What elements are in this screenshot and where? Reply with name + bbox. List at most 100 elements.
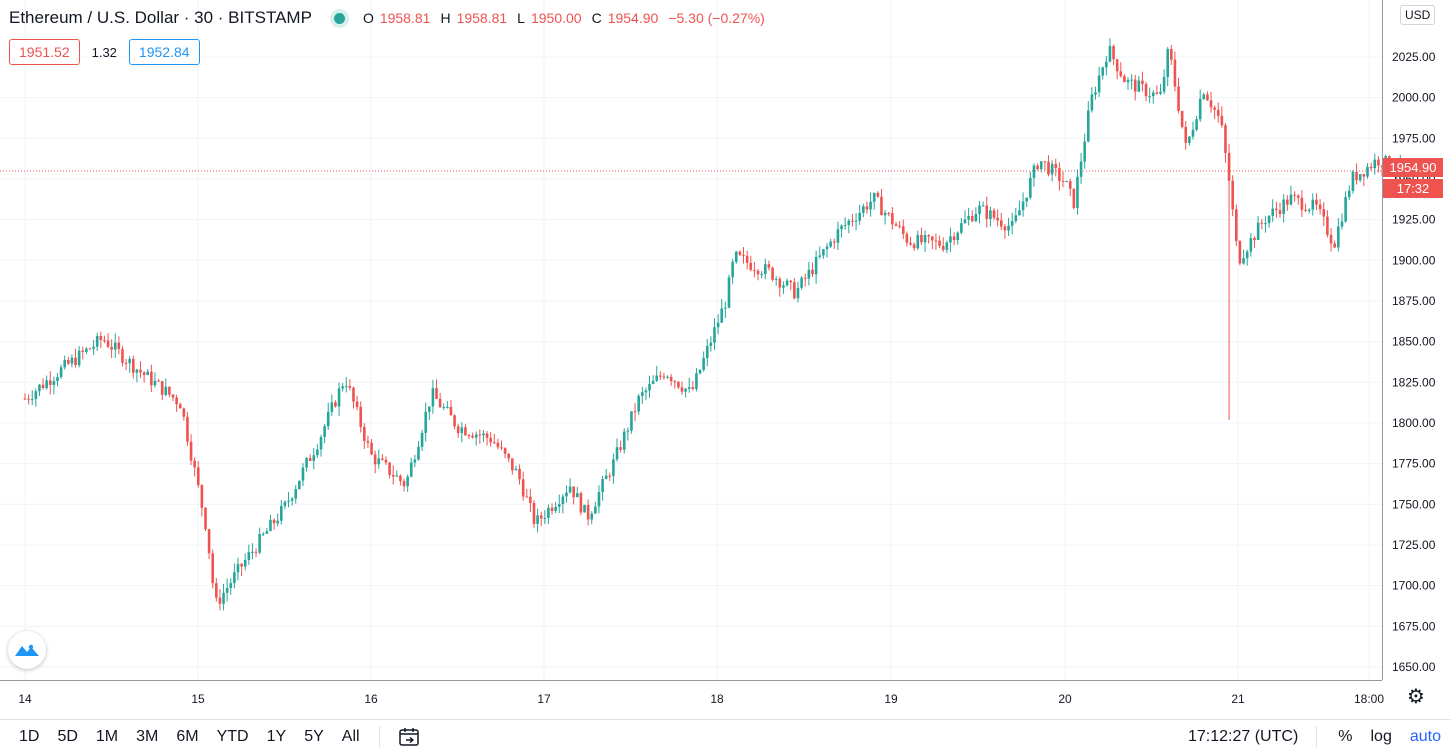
candle — [1234, 204, 1238, 247]
price-axis-labels: 1650.00 1675.00 1700.00 1725.00 1750.00 1775.… — [1392, 50, 1436, 674]
candle — [1173, 51, 1177, 92]
candle — [95, 332, 99, 351]
candle — [189, 434, 193, 466]
price-tick-label: 1875.00 — [1392, 294, 1436, 308]
timeframe-all-button[interactable]: All — [341, 728, 360, 745]
timeframe-5d-button[interactable]: 5D — [57, 728, 78, 745]
candle — [742, 247, 745, 264]
candle — [862, 203, 865, 218]
candle — [851, 213, 854, 227]
timeframe-1m-button[interactable]: 1M — [95, 728, 119, 745]
candle — [355, 395, 359, 411]
candle — [825, 243, 829, 258]
candle — [178, 402, 182, 409]
candle — [168, 386, 171, 398]
toolbar-divider — [1316, 726, 1318, 748]
close-value: 1954.90 — [607, 10, 659, 26]
candle — [431, 379, 435, 414]
candle — [272, 518, 276, 530]
candle — [1373, 153, 1377, 175]
candle — [847, 218, 851, 234]
candle — [142, 371, 146, 383]
candle — [74, 348, 77, 368]
tradingview-logo-icon[interactable] — [8, 631, 46, 669]
open-label: O — [362, 10, 374, 26]
candle — [536, 508, 539, 533]
candle — [225, 578, 229, 602]
buy-button[interactable]: 1952.84 — [128, 39, 200, 65]
timeframe-5y-button[interactable]: 5Y — [304, 728, 324, 745]
candle — [771, 266, 774, 282]
candle — [391, 465, 395, 485]
symbol-legend: Ethereum / U.S. Dollar · 30 · BITSTAMP O… — [9, 7, 765, 29]
candle — [471, 432, 474, 439]
candle — [753, 261, 756, 278]
candle — [1144, 81, 1148, 102]
candle — [359, 401, 363, 433]
candle — [1362, 173, 1366, 187]
auto-scale-button[interactable]: auto — [1409, 728, 1441, 745]
axes — [0, 0, 1383, 681]
candle — [1188, 136, 1191, 146]
sell-button[interactable]: 1951.52 — [9, 39, 80, 65]
candle — [348, 379, 352, 391]
candle — [996, 209, 999, 227]
candle — [1275, 201, 1278, 218]
candle — [474, 431, 478, 446]
candle — [182, 407, 186, 421]
timeframe-ytd-button[interactable]: YTD — [216, 728, 249, 745]
date-range-calendar-icon[interactable] — [392, 727, 426, 747]
candle — [482, 429, 485, 443]
candle — [251, 543, 254, 560]
candle — [124, 359, 128, 370]
candle — [604, 468, 608, 480]
candle — [1166, 47, 1170, 87]
candle — [70, 354, 74, 368]
price-tick-label: 1975.00 — [1392, 131, 1436, 145]
candle — [655, 365, 659, 383]
candle — [1340, 213, 1344, 230]
candle — [150, 364, 153, 393]
currency-button[interactable]: USD — [1400, 5, 1436, 25]
log-scale-button[interactable]: log — [1370, 728, 1392, 745]
timeframe-6m-button[interactable]: 6M — [176, 728, 199, 745]
candle — [836, 221, 840, 250]
candle — [1047, 155, 1050, 177]
candle — [1043, 161, 1047, 171]
candle — [521, 471, 525, 501]
price-tick-label: 1700.00 — [1392, 579, 1436, 593]
candle — [381, 454, 384, 461]
candle — [399, 474, 402, 486]
candle — [175, 394, 178, 412]
candle — [615, 438, 619, 462]
candle — [698, 369, 702, 375]
timeframe-3m-button[interactable]: 3M — [136, 728, 159, 745]
candle — [565, 485, 568, 503]
timeframe-1d-button[interactable]: 1D — [19, 728, 40, 745]
candle — [1162, 69, 1166, 95]
toolbar-divider — [378, 726, 380, 748]
chart-settings-gear-icon[interactable]: ⚙ — [1407, 686, 1425, 708]
percent-scale-button[interactable]: % — [1338, 728, 1353, 745]
timeframe-1y-button[interactable]: 1Y — [266, 728, 287, 745]
candle — [814, 250, 818, 284]
utc-clock[interactable]: 17:12:27 (UTC) — [1188, 728, 1299, 745]
candle — [734, 250, 738, 264]
candle — [1119, 62, 1123, 78]
price-chart[interactable]: 1650.00 1675.00 1700.00 1725.00 1750.00 1775.… — [0, 0, 1451, 719]
candle — [489, 431, 492, 447]
candle — [1293, 191, 1296, 202]
candle — [77, 345, 81, 368]
candle — [579, 491, 583, 516]
candle — [1315, 193, 1318, 211]
time-tick-label: 20 — [1058, 692, 1072, 706]
symbol-title[interactable]: Ethereum / U.S. Dollar · 30 · BITSTAMP — [9, 8, 312, 27]
candle — [532, 500, 536, 528]
candle — [543, 510, 547, 525]
candle — [1311, 193, 1315, 216]
candle — [738, 250, 742, 257]
candle — [1108, 38, 1112, 63]
candle — [128, 356, 131, 373]
price-tick-label: 1800.00 — [1392, 416, 1436, 430]
candle — [63, 355, 67, 370]
